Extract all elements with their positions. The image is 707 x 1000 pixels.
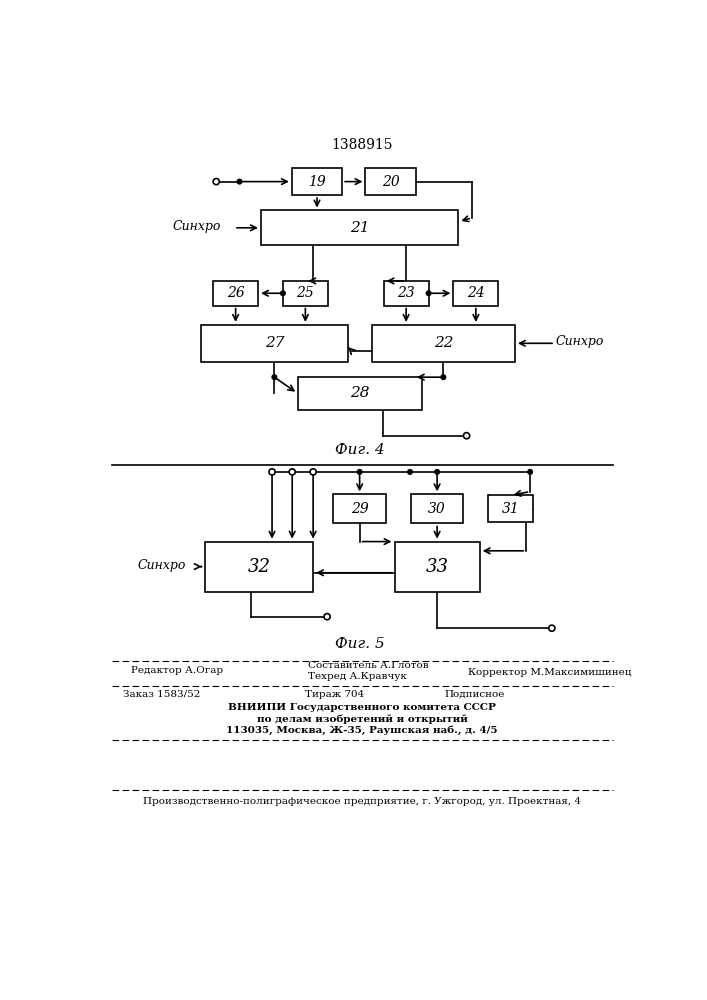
Text: 33: 33 — [426, 558, 449, 576]
Text: 113035, Москва, Ж-35, Раушская наб., д. 4/5: 113035, Москва, Ж-35, Раушская наб., д. … — [226, 726, 498, 735]
Circle shape — [213, 179, 219, 185]
Text: 21: 21 — [350, 221, 369, 235]
Circle shape — [408, 470, 412, 474]
Circle shape — [269, 469, 275, 475]
Bar — [283, 281, 328, 306]
Bar — [204, 542, 313, 592]
Bar — [292, 168, 342, 195]
Text: 23: 23 — [397, 286, 415, 300]
Text: Тираж 704: Тираж 704 — [305, 690, 365, 699]
Bar — [333, 494, 386, 523]
Bar — [384, 281, 428, 306]
Circle shape — [272, 375, 276, 379]
Text: Составитель А.Глотов: Составитель А.Глотов — [308, 661, 428, 670]
Text: 32: 32 — [247, 558, 270, 576]
Text: Техред А.Кравчук: Техред А.Кравчук — [308, 672, 407, 681]
Circle shape — [426, 291, 431, 296]
Text: Заказ 1583/52: Заказ 1583/52 — [123, 690, 201, 699]
Text: 20: 20 — [382, 175, 399, 189]
Text: 22: 22 — [433, 336, 453, 350]
Text: Производственно-полиграфическое предприятие, г. Ужгород, ул. Проектная, 4: Производственно-полиграфическое предприя… — [143, 797, 581, 806]
Text: Синхро: Синхро — [137, 559, 185, 572]
Text: ВНИИПИ Государственного комитета СССР: ВНИИПИ Государственного комитета СССР — [228, 703, 496, 712]
Circle shape — [237, 179, 242, 184]
Bar — [411, 494, 464, 523]
Bar — [489, 495, 533, 522]
Text: Синхро: Синхро — [172, 220, 221, 233]
Text: 26: 26 — [227, 286, 245, 300]
Bar — [201, 325, 348, 362]
Text: 31: 31 — [502, 502, 520, 516]
Text: 24: 24 — [467, 286, 485, 300]
Circle shape — [464, 433, 469, 439]
Text: Фиг. 5: Фиг. 5 — [334, 637, 385, 651]
Circle shape — [549, 625, 555, 631]
Text: по делам изобретений и открытий: по делам изобретений и открытий — [257, 714, 467, 724]
Text: 29: 29 — [351, 502, 368, 516]
Text: 25: 25 — [296, 286, 314, 300]
Circle shape — [310, 469, 316, 475]
Text: 19: 19 — [308, 175, 326, 189]
Text: 1388915: 1388915 — [331, 138, 392, 152]
Bar — [213, 281, 258, 306]
Circle shape — [528, 470, 532, 474]
Circle shape — [435, 470, 440, 474]
Bar — [298, 377, 421, 410]
Text: Редактор А.Огар: Редактор А.Огар — [131, 666, 223, 675]
Text: 27: 27 — [264, 336, 284, 350]
Circle shape — [281, 291, 285, 296]
Text: 28: 28 — [350, 386, 369, 400]
Bar — [372, 325, 515, 362]
Circle shape — [441, 375, 445, 379]
Bar — [261, 210, 458, 245]
Text: Синхро: Синхро — [556, 335, 604, 348]
Text: Корректор М.Максимишинец: Корректор М.Максимишинец — [468, 668, 631, 677]
Bar — [453, 281, 498, 306]
Circle shape — [324, 614, 330, 620]
Text: 30: 30 — [428, 502, 446, 516]
Circle shape — [289, 469, 296, 475]
Text: Фиг. 4: Фиг. 4 — [334, 443, 385, 457]
Bar — [395, 542, 480, 592]
Bar — [366, 168, 416, 195]
Circle shape — [357, 470, 362, 474]
Text: Подписное: Подписное — [445, 690, 506, 699]
